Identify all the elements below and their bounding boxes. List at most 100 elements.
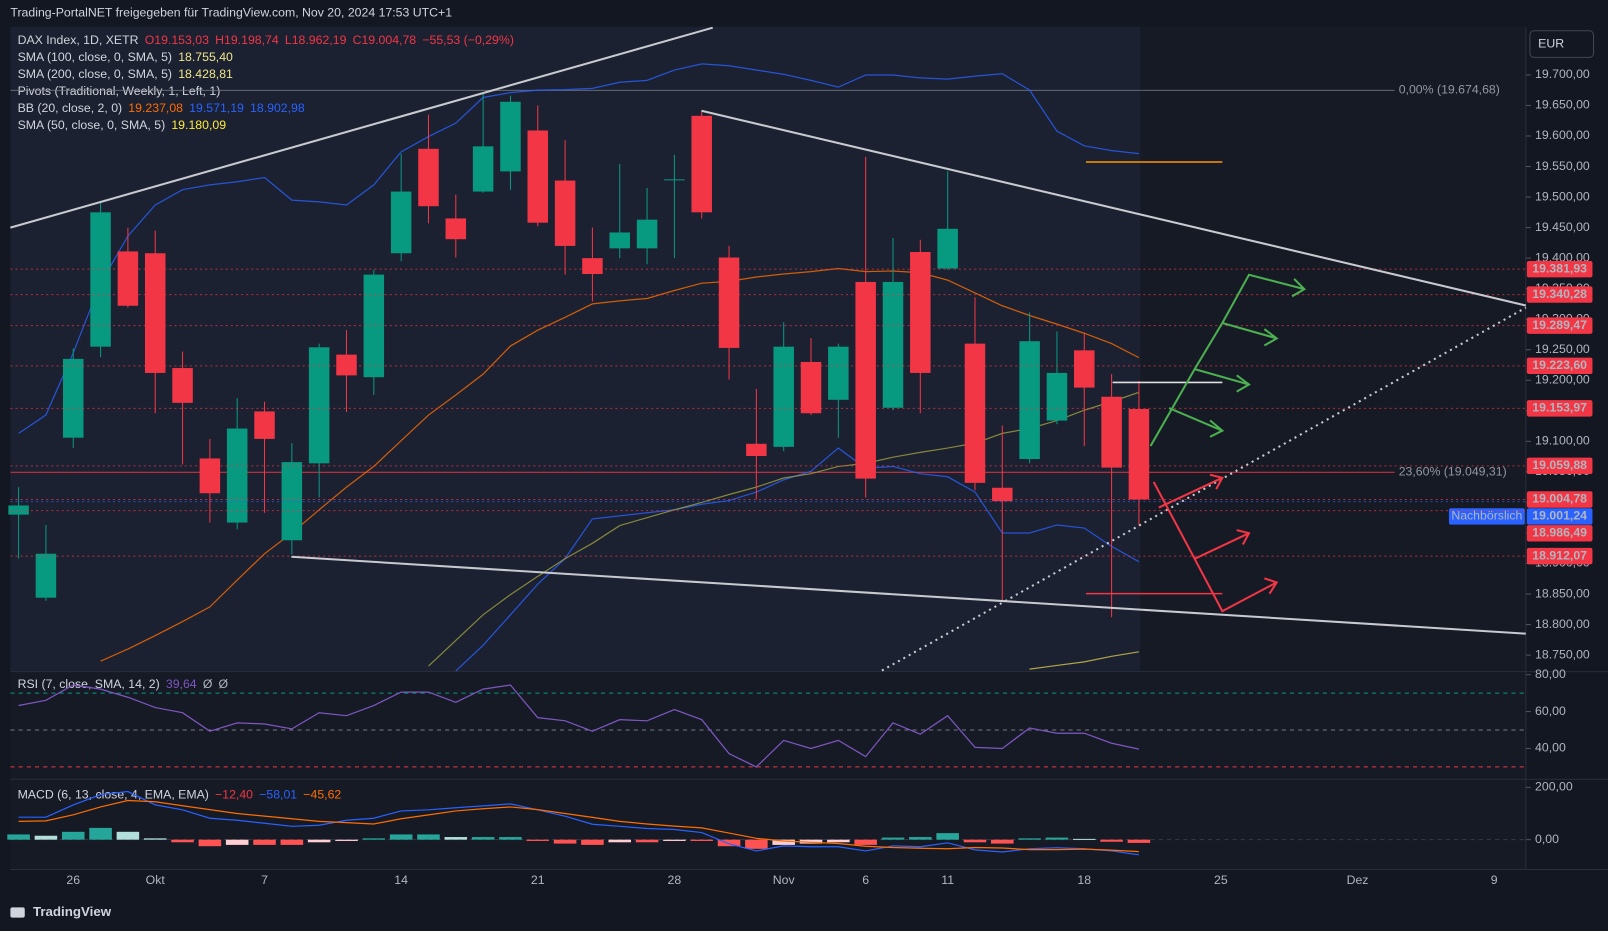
- candle-body: [855, 281, 876, 479]
- candle-body: [964, 343, 986, 483]
- candle-body: [445, 218, 467, 240]
- legend-name: DAX Index, 1D, XETR: [18, 33, 139, 47]
- x-tick-label: 11: [941, 873, 954, 887]
- x-tick-label: 28: [668, 873, 682, 887]
- histogram-bar: [335, 839, 358, 841]
- y-tick-label: 18.800,00: [1535, 617, 1590, 631]
- legend-value: −12,40: [215, 788, 253, 802]
- trend-line: [10, 26, 714, 229]
- legend-name: SMA (200, close, 0, SMA, 5): [18, 67, 172, 81]
- y-tick-label: 60,00: [1535, 704, 1566, 718]
- candle-body: [882, 281, 904, 408]
- price-label-box: [1526, 457, 1593, 475]
- candle-body: [800, 361, 822, 414]
- indicator-line: [1029, 651, 1139, 670]
- legend-value: C19.004,78: [353, 33, 417, 47]
- y-tick-label: 19.450,00: [1535, 220, 1590, 234]
- price-label-box: [1526, 491, 1593, 508]
- pane-highlight: [10, 26, 1141, 672]
- legend-line: SMA (200, close, 0, SMA, 5) 18.428,81: [18, 67, 233, 81]
- price-label-box: [1526, 286, 1593, 303]
- indicator-line: [100, 267, 1140, 662]
- price-label-box: [1526, 508, 1593, 525]
- histogram-bar: [608, 839, 632, 843]
- currency[interactable]: EUR: [1538, 36, 1564, 50]
- histogram-bar: [909, 837, 932, 840]
- candle-body: [8, 505, 29, 515]
- candle-body: [254, 411, 275, 439]
- histogram-bar: [1100, 839, 1123, 842]
- histogram-bar: [717, 839, 741, 847]
- candle-body: [308, 347, 330, 464]
- x-tick-label: 7: [261, 873, 268, 887]
- histogram-bar: [362, 838, 386, 840]
- legend-value: L18.962,19: [285, 33, 347, 47]
- price-label-box: [1526, 525, 1593, 542]
- legend-name: SMA (100, close, 0, SMA, 5): [18, 50, 172, 64]
- candle-body: [390, 191, 412, 254]
- histogram-bar: [499, 837, 522, 840]
- fib-label: 23,60% (19.049,31): [1399, 465, 1507, 479]
- histogram-bar: [827, 839, 850, 843]
- histogram-bar: [881, 837, 905, 840]
- legend-value: −55,53 (−0,29%): [422, 33, 514, 47]
- y-tick-label: 40,00: [1535, 741, 1566, 755]
- legend-value: 19.237,08: [128, 101, 183, 115]
- y-tick-label: 19.700,00: [1535, 67, 1590, 81]
- legend-value: 19.571,19: [189, 101, 244, 115]
- candle-body: [472, 146, 494, 192]
- legend-name: SMA (50, close, 0, SMA, 5): [18, 118, 166, 132]
- histogram-bar: [7, 834, 30, 840]
- candle-body: [226, 428, 248, 523]
- y-tick-label: 19.500,00: [1535, 189, 1590, 203]
- rsi-line: [18, 684, 1140, 768]
- candle-body: [554, 180, 576, 246]
- histogram-bar: [1045, 837, 1069, 840]
- legend-value: O19.153,03: [145, 33, 209, 47]
- candle-body: [1019, 341, 1040, 460]
- price-label: 19.153,97: [1532, 401, 1587, 415]
- candle-body: [500, 101, 521, 172]
- candle-body: [746, 443, 767, 457]
- fib-label: 0,00% (19.674,68): [1399, 83, 1500, 97]
- candle-body: [773, 346, 794, 447]
- candle-body: [609, 232, 631, 249]
- histogram-bar: [116, 831, 140, 840]
- candle-body: [1101, 396, 1122, 468]
- legend-name: RSI (7, close, SMA, 14, 2): [18, 677, 160, 691]
- candle-body: [1128, 408, 1150, 500]
- footer-logo: TradingView: [10, 904, 112, 919]
- histogram-bar: [171, 839, 194, 843]
- macd-line: [18, 790, 1139, 856]
- x-tick-label: 25: [1214, 873, 1228, 887]
- histogram-bar: [690, 839, 714, 841]
- histogram-bar: [635, 839, 659, 843]
- price-label: 19.340,28: [1532, 287, 1587, 301]
- histogram-bar: [799, 839, 823, 844]
- currency-box[interactable]: [1529, 30, 1595, 58]
- trend-line: [881, 306, 1527, 672]
- histogram-bar: [61, 831, 85, 840]
- scenario-arrow: [1152, 473, 1279, 613]
- histogram-bar: [143, 838, 167, 840]
- legend-line: BB (20, close, 2, 0) 19.237,08 19.571,19 18…: [18, 101, 305, 115]
- legend-line: SMA (100, close, 0, SMA, 5) 18.755,40: [18, 50, 233, 64]
- histogram-bar: [581, 839, 604, 845]
- x-tick-label: 26: [66, 873, 80, 887]
- candle-body: [144, 253, 166, 373]
- y-tick-label: 19.650,00: [1535, 98, 1590, 112]
- histogram-bar: [745, 839, 768, 849]
- price-label: 19.223,60: [1532, 358, 1587, 372]
- histogram-bar: [936, 833, 959, 840]
- histogram-bar: [307, 839, 331, 843]
- histogram-bar: [34, 835, 58, 840]
- legend-value: Ø: [219, 677, 229, 691]
- legend-line: SMA (50, close, 0, SMA, 5) 19.180,09: [18, 118, 227, 132]
- tag-box: [1448, 508, 1525, 525]
- y-tick-label: 19.250,00: [1535, 342, 1590, 356]
- candle-body: [718, 257, 740, 348]
- candle-body: [117, 251, 139, 306]
- x-tick-label: 6: [862, 873, 869, 887]
- legend-value: 39,64: [166, 677, 197, 691]
- candle-body: [910, 252, 931, 373]
